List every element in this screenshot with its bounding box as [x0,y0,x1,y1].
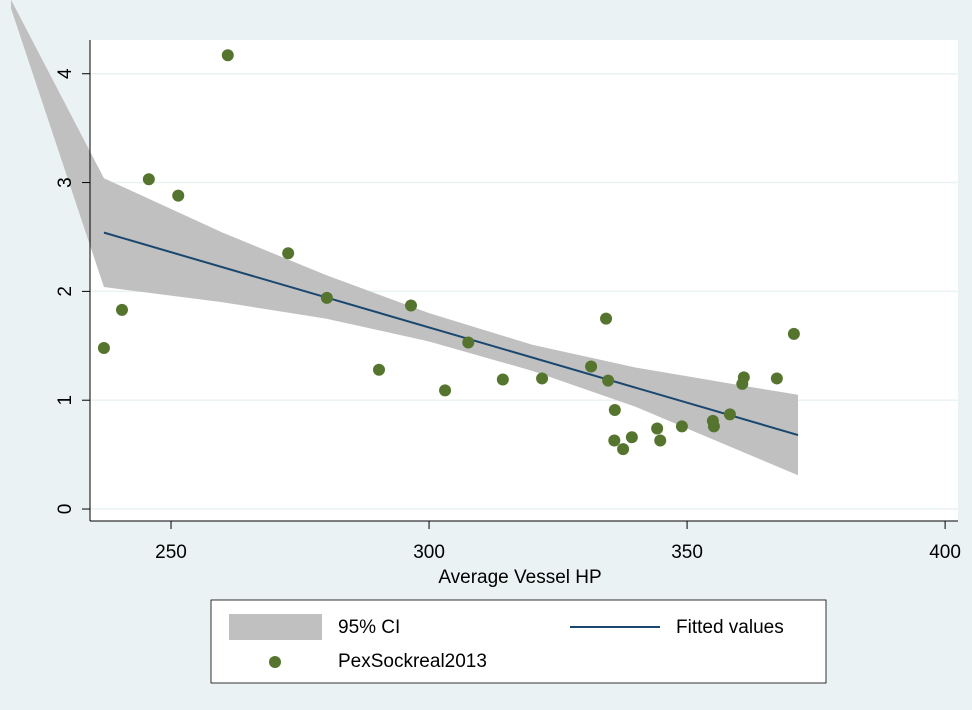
point [608,404,621,416]
x-tick-label: 350 [671,542,703,563]
point [787,327,800,340]
y-tick-label: 0 [55,504,76,515]
point [282,247,295,260]
y-tick-label: 1 [55,395,76,406]
point [221,49,234,62]
fit-line [103,231,799,436]
x-tick-label: 400 [929,542,961,563]
legend-swatch [269,656,281,668]
point [462,336,475,349]
y-tick-label: 2 [55,286,76,297]
point [142,173,155,186]
point [97,341,110,354]
y-tick-label: 4 [55,68,76,79]
point [600,312,613,325]
point [675,420,688,433]
x-tick-label: 300 [413,542,445,563]
point [617,443,630,456]
point [707,420,720,433]
x-tick-label: 250 [155,542,187,563]
y-tick-label: 3 [55,177,76,188]
point [372,363,385,376]
point [602,374,615,387]
point [496,373,509,386]
legend-label: Fitted values [676,617,784,638]
point [320,291,333,304]
point [651,422,664,435]
point [404,299,417,312]
point [625,431,638,444]
point [585,360,598,373]
x-axis-label: Average Vessel HP [438,567,601,588]
point [536,372,549,385]
legend [210,599,827,684]
point [770,372,783,385]
legend-swatch [229,614,322,640]
point [172,189,185,202]
point [723,408,736,421]
point [654,434,667,447]
point [439,384,452,397]
point [737,371,750,384]
legend-label: 95% CI [338,617,400,638]
legend-label: PexSockreal2013 [338,651,487,672]
point [115,303,128,316]
point [608,434,621,447]
